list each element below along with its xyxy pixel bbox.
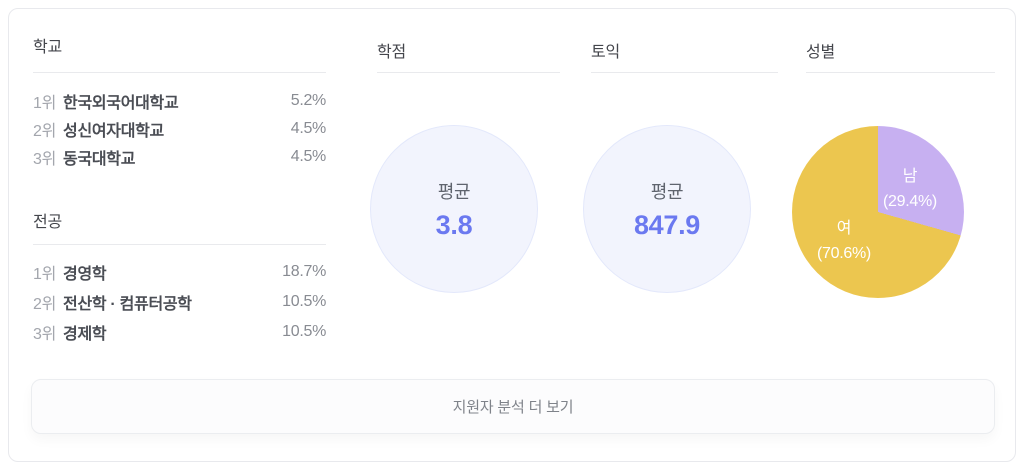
school-rank-row: 3위 동국대학교 4.5% bbox=[33, 143, 326, 171]
gpa-section-title: 학점 bbox=[377, 44, 407, 61]
toeic-average-value: 847.9 bbox=[633, 209, 701, 240]
gender-divider bbox=[806, 72, 995, 73]
rank-label: 3위 bbox=[33, 151, 57, 168]
school-rank-list: 1위 한국외국어대학교 5.2% 2위 성신여자대학교 4.5% 3위 동국대학… bbox=[33, 87, 326, 171]
major-name: 경영학 bbox=[63, 266, 107, 283]
school-percent: 5.2% bbox=[290, 92, 327, 109]
male-percent: (29.4%) bbox=[883, 193, 937, 210]
male-label: 남 bbox=[902, 168, 918, 185]
more-applicant-analysis-button[interactable]: 지원자 분석 더 보기 bbox=[31, 379, 995, 434]
school-name: 한국외국어대학교 bbox=[63, 95, 179, 112]
rank-label: 2위 bbox=[33, 296, 57, 313]
major-percent: 18.7% bbox=[282, 263, 326, 280]
major-percent: 10.5% bbox=[282, 323, 326, 340]
school-name: 성신여자대학교 bbox=[63, 123, 164, 140]
rank-label: 1위 bbox=[33, 95, 57, 112]
school-name: 동국대학교 bbox=[63, 151, 136, 168]
gpa-average-label: 평균 bbox=[437, 181, 471, 202]
school-rank-row: 1위 한국외국어대학교 5.2% bbox=[33, 87, 326, 115]
major-rank-row: 1위 경영학 18.7% bbox=[33, 257, 326, 287]
gpa-divider bbox=[377, 72, 560, 73]
toeic-stat-circle: 평균 847.9 bbox=[583, 125, 751, 293]
gender-pie-chart bbox=[792, 126, 964, 298]
school-section-title: 학교 bbox=[33, 39, 63, 56]
gender-pie-label-female: 여 (70.6%) bbox=[817, 216, 871, 266]
major-name: 경제학 bbox=[63, 326, 107, 343]
female-percent: (70.6%) bbox=[817, 245, 871, 262]
school-divider bbox=[33, 72, 326, 73]
school-rank-row: 2위 성신여자대학교 4.5% bbox=[33, 115, 326, 143]
toeic-section-title: 토익 bbox=[591, 44, 621, 61]
toeic-divider bbox=[591, 72, 778, 73]
rank-label: 1위 bbox=[33, 266, 57, 283]
major-rank-list: 1위 경영학 18.7% 2위 전산학 · 컴퓨터공학 10.5% 3위 경제학… bbox=[33, 257, 326, 347]
major-percent: 10.5% bbox=[282, 293, 326, 310]
gender-section-title: 성별 bbox=[806, 44, 836, 61]
applicant-stats-card: 학교 1위 한국외국어대학교 5.2% 2위 성신여자대학교 4.5% 3위 동… bbox=[8, 8, 1016, 462]
major-name: 전산학 · 컴퓨터공학 bbox=[63, 296, 192, 313]
major-rank-row: 3위 경제학 10.5% bbox=[33, 317, 326, 347]
major-section-title: 전공 bbox=[33, 214, 63, 231]
major-divider bbox=[33, 244, 326, 245]
major-rank-row: 2위 전산학 · 컴퓨터공학 10.5% bbox=[33, 287, 326, 317]
rank-label: 3위 bbox=[33, 326, 57, 343]
gpa-average-value: 3.8 bbox=[435, 209, 473, 240]
school-percent: 4.5% bbox=[290, 148, 327, 165]
female-label: 여 bbox=[836, 220, 852, 237]
gpa-stat-circle: 평균 3.8 bbox=[370, 125, 538, 293]
rank-label: 2위 bbox=[33, 123, 57, 140]
toeic-average-label: 평균 bbox=[650, 181, 684, 202]
school-percent: 4.5% bbox=[290, 120, 327, 137]
gender-pie-label-male: 남 (29.4%) bbox=[883, 164, 937, 214]
